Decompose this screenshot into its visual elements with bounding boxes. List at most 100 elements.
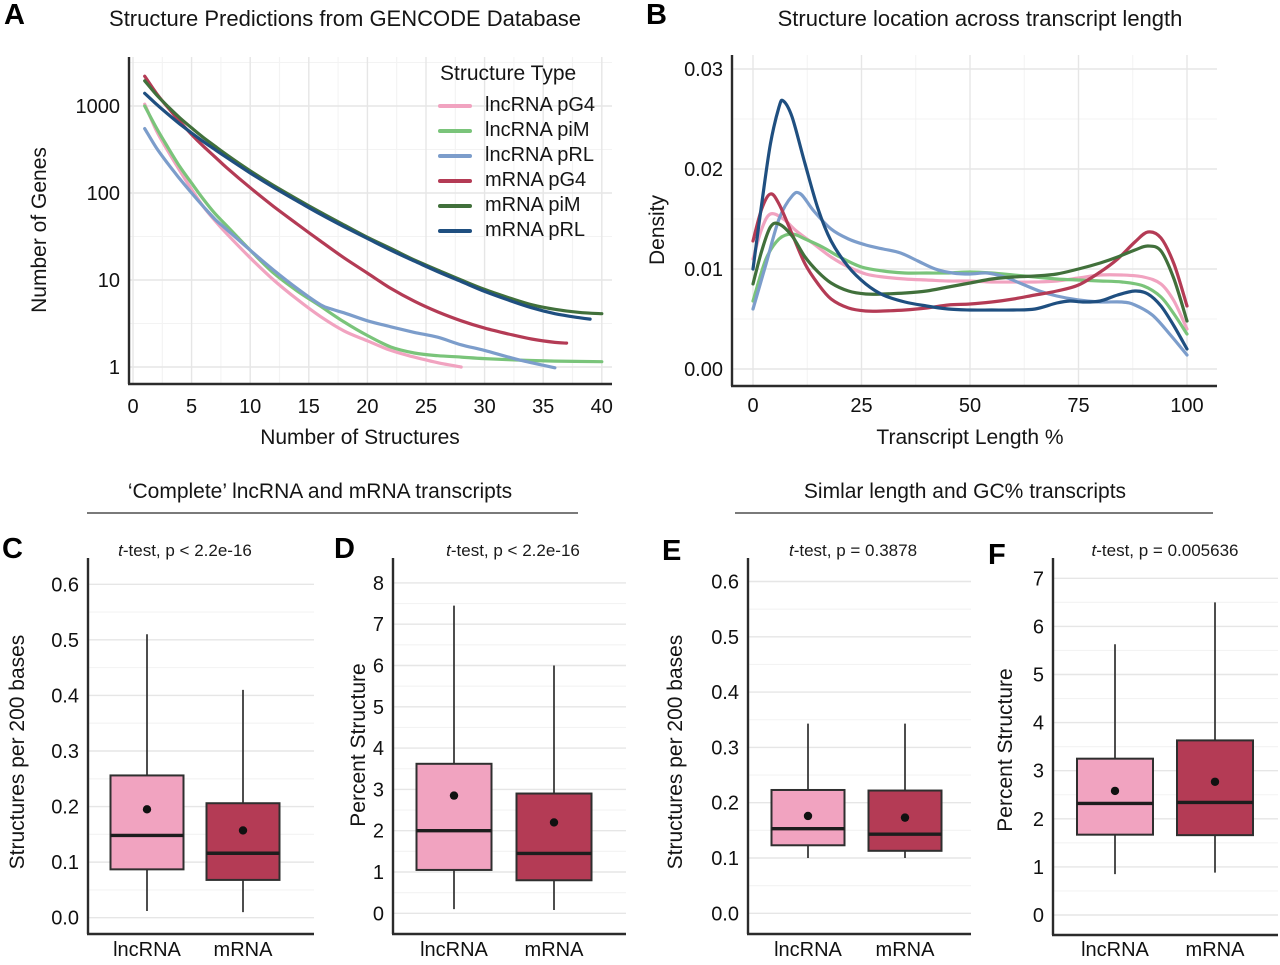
legend-item: lncRNA pG4: [438, 93, 595, 118]
legend-swatch-icon: [438, 128, 472, 133]
tick-label: 1000: [76, 96, 121, 118]
panel-c-pvalue: t-test, p < 2.2e-16: [118, 541, 252, 560]
tick-labels: 1 10 100 1000 0 5 10 15 20 25 30 35 40: [76, 96, 613, 418]
boxplots: [1076, 602, 1254, 875]
tick-label: 0.4: [51, 685, 79, 707]
tick-label: 40: [591, 396, 613, 418]
panel-a-label: A: [4, 0, 25, 31]
mean-dot: [142, 805, 152, 814]
tick-label: 0.01: [684, 259, 723, 281]
tick-labels: 0.0 0.1 0.2 0.3 0.4 0.5 0.6 lncRNA mRNA: [51, 574, 273, 961]
tick-label: mRNA: [876, 939, 936, 961]
axes: [730, 55, 1217, 388]
box-lncrna: [770, 723, 846, 858]
legend-item-label: mRNA piM: [485, 194, 581, 216]
box-lncrna: [415, 605, 493, 910]
tick-label: 1: [1033, 857, 1044, 879]
tick-label: 2: [1033, 809, 1044, 831]
tick-label: 100: [1170, 395, 1203, 417]
tick-label: 5: [373, 697, 384, 719]
tick-label: mRNA: [214, 939, 274, 961]
tick-label: 7: [1033, 568, 1044, 590]
panel-e-plot: 0.0 0.1 0.2 0.3 0.4 0.5 0.6 lncRNA mRNA: [711, 558, 971, 962]
panel-a-title: Structure Predictions from GENCODE Datab…: [109, 6, 581, 31]
tick-label: 0: [747, 395, 758, 417]
mean-dot: [549, 818, 559, 827]
tick-label: lncRNA: [774, 939, 842, 961]
panel-d-plot: 0 1 2 3 4 5 6 7 8 lncRNA mRNA: [373, 558, 626, 961]
mean-dot: [1210, 777, 1220, 786]
iqr-box: [515, 792, 593, 882]
tick-label: 2: [373, 821, 384, 843]
tick-label: 75: [1067, 395, 1089, 417]
mean-dot: [900, 813, 910, 822]
series-lncrna-pg4: [143, 102, 463, 369]
tick-label: 0.2: [711, 793, 739, 815]
iqr-box: [415, 762, 493, 871]
tick-labels: 0 1 2 3 4 5 6 7 lncRNA mRNA: [1033, 568, 1245, 961]
tick-labels: 0.00 0.01 0.02 0.03 0 25 50 75 100: [684, 59, 1204, 417]
tick-label: 0.5: [51, 630, 79, 652]
tick-label: 3: [373, 779, 384, 801]
tick-label: 6: [1033, 616, 1044, 638]
tick-label: 0.00: [684, 359, 723, 381]
iqr-box: [1076, 757, 1154, 836]
tick-label: 3: [1033, 761, 1044, 783]
tick-label: 0.02: [684, 159, 723, 181]
box-lncrna: [109, 634, 185, 912]
axes: [86, 558, 314, 936]
legend-swatch-icon: [438, 178, 472, 183]
legend-title: Structure Type: [440, 62, 577, 85]
series-mrna-prl: [751, 98, 1189, 351]
tick-label: lncRNA: [113, 939, 181, 961]
series-mrna-prl: [143, 91, 592, 321]
tick-label: 1: [373, 862, 384, 884]
tick-labels: 0.0 0.1 0.2 0.3 0.4 0.5 0.6 lncRNA mRNA: [711, 572, 935, 962]
tick-label: 6: [373, 656, 384, 678]
tick-label: 5: [186, 396, 197, 418]
panel-f-pvalue: t-test, p = 0.005636: [1091, 541, 1239, 560]
axes: [1051, 558, 1278, 937]
legend-item: mRNA pG4: [438, 168, 595, 193]
tick-labels: 0 1 2 3 4 5 6 7 8 lncRNA mRNA: [373, 573, 584, 961]
tick-label: lncRNA: [1081, 939, 1149, 961]
box-mrna: [515, 665, 593, 910]
tick-label: 100: [87, 183, 120, 205]
tick-label: lncRNA: [420, 939, 488, 961]
gridlines: [748, 580, 971, 914]
legend-item-label: lncRNA pG4: [485, 94, 596, 116]
panel-b-plot: 0.00 0.01 0.02 0.03 0 25 50 75 100: [684, 55, 1217, 417]
series-lines: [751, 98, 1189, 357]
gridlines: [732, 55, 1217, 386]
series-lncrna-prl: [751, 190, 1189, 357]
panel-c-plot: 0.0 0.1 0.2 0.3 0.4 0.5 0.6 lncRNA mRNA: [51, 558, 314, 961]
tick-label: 30: [473, 396, 495, 418]
tick-label: 0.5: [711, 627, 739, 649]
panel-e-pvalue: t-test, p = 0.3878: [788, 541, 918, 560]
panel-b-xlabel: Transcript Length %: [876, 426, 1064, 449]
panel-b-title: Structure location across transcript len…: [777, 6, 1183, 31]
series-lncrna-pg4: [751, 212, 1189, 331]
legend-items: lncRNA pG4 lncRNA piM lncRNA pRL mRNA pG4 mR…: [438, 93, 595, 243]
series-lines: [143, 74, 604, 370]
tick-label: 0.2: [51, 797, 79, 819]
box-lncrna: [1076, 644, 1154, 875]
tick-label: 8: [373, 573, 384, 595]
tick-label: 0.4: [711, 682, 739, 704]
tick-label: mRNA: [1186, 939, 1246, 961]
group-header-complete: ‘Complete’ lncRNA and mRNA transcripts: [127, 480, 513, 503]
mean-dot: [803, 811, 813, 821]
tick-label: 1: [109, 357, 120, 379]
panel-a-plot: 1 10 100 1000 0 5 10 15 20 25 30 35 40: [76, 57, 613, 418]
panel-b-label: B: [646, 0, 667, 31]
iqr-box: [109, 774, 185, 871]
tick-label: 0.03: [684, 59, 723, 81]
iqr-box: [1176, 739, 1254, 837]
tick-label: 25: [415, 396, 437, 418]
legend-swatch-icon: [438, 103, 472, 108]
tick-label: 0.1: [711, 848, 739, 870]
legend-item-label: lncRNA pRL: [485, 144, 594, 166]
tick-label: 0.3: [711, 737, 739, 759]
legend-swatch-icon: [438, 153, 472, 158]
